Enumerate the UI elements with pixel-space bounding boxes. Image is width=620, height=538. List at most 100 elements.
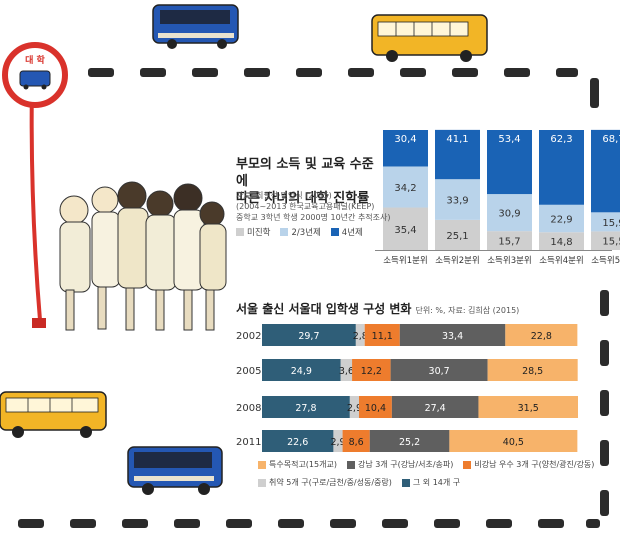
- bar-segment: [391, 396, 479, 418]
- bar-segment: [369, 430, 450, 452]
- data-label: 68,7: [602, 134, 620, 145]
- x-tick-label: 소득위3분위: [487, 256, 532, 266]
- legend-swatch: [330, 228, 339, 236]
- data-label: 40,5: [503, 437, 524, 448]
- legend-item: 취약 5개 구(구로/금천/중/성동/중랑): [258, 477, 392, 488]
- yellow-bus-icon: [371, 14, 488, 62]
- bar-segment: [262, 430, 334, 452]
- blue-bus-icon: [152, 4, 239, 49]
- x-tick-label: 소득위1분위: [383, 256, 428, 266]
- bar-segment: [449, 430, 578, 452]
- legend-label: 강남 3개 구(강남/서초/송파): [357, 460, 454, 469]
- bar-segment: [435, 129, 480, 180]
- bar-segment: [355, 324, 365, 346]
- bar-segment: [487, 359, 578, 381]
- bar-segment: [399, 324, 506, 346]
- bar-segment: [478, 396, 578, 418]
- data-label: 22,6: [287, 437, 308, 448]
- bar-segment: [262, 324, 356, 346]
- y-tick-label: 2008: [236, 403, 261, 414]
- bar-segment: [591, 129, 620, 213]
- data-label: 2,9: [330, 437, 345, 448]
- legend-label: 미진학: [247, 228, 271, 238]
- legend-swatch: [258, 460, 266, 469]
- data-label: 34,2: [394, 183, 416, 194]
- bar-segment: [349, 396, 360, 418]
- data-label: 8,6: [349, 437, 364, 448]
- data-label: 53,4: [498, 134, 520, 145]
- bar-segment: [383, 130, 428, 167]
- legend-label: 2/3년제: [291, 228, 321, 238]
- bar-segment: [487, 231, 532, 250]
- road-dashes: [18, 68, 609, 528]
- bar-segment: [435, 219, 480, 250]
- legend-item: 특수목적고(15개교): [258, 459, 337, 470]
- legend-item: 그 외 14개 구: [401, 477, 461, 488]
- legend-label: 특수목적고(15개교): [269, 460, 337, 469]
- chart1-source-line: 중학교 3학년 학생 2000명 10년간 추적조사): [236, 213, 391, 222]
- legend-swatch: [463, 460, 472, 469]
- yellow-bus-left-icon: [0, 391, 107, 438]
- income-college-chart: 35,4 34,2 30,4 소득위1분위 25,1 33,9 41,1 소득위2분위 15,7…: [375, 129, 620, 266]
- data-label: 15,7: [498, 237, 520, 248]
- data-label: 27,4: [425, 403, 446, 414]
- data-label: 2,8: [353, 331, 368, 342]
- x-tick-label: 소득위2분위: [435, 256, 480, 266]
- blue-bus-bottom-icon: [127, 446, 223, 495]
- bar-segment: [352, 359, 391, 381]
- bar-segment: [505, 324, 578, 346]
- bar-segment: [383, 207, 428, 250]
- data-label: 2,9: [347, 403, 362, 414]
- data-label: 25,2: [399, 437, 420, 448]
- bar-segment: [539, 130, 584, 205]
- chart1-source: 자료: 최필선·민인식 (2015) (2004~2013 한국교육고용패널(K…: [236, 190, 391, 223]
- data-label: 25,1: [446, 231, 468, 242]
- bar-segment: [364, 324, 400, 346]
- legend-swatch: [280, 228, 289, 236]
- data-label: 28,5: [522, 366, 543, 377]
- data-label: 41,1: [446, 134, 468, 145]
- x-tick-label: 소득위5분위: [591, 256, 620, 266]
- legend-label: 그 외 14개 구: [412, 478, 461, 487]
- data-label: 27,8: [295, 403, 316, 414]
- chart1-legend: 미진학 2/3년제 4년제: [236, 226, 363, 238]
- chart1-source-line: 자료: 최필선·민인식 (2015): [236, 191, 332, 200]
- data-label: 31,5: [518, 403, 539, 414]
- legend-swatch: [346, 460, 355, 469]
- data-label: 30,4: [394, 134, 416, 145]
- chart1-title: 부모의 소득 및 교육 수준에 따른 자녀의 대학 진학률: [236, 156, 376, 207]
- data-label: 62,3: [550, 134, 572, 145]
- y-tick-label: 2005: [236, 366, 261, 377]
- data-label: 22,9: [550, 215, 572, 226]
- data-label: 30,9: [498, 209, 520, 220]
- bar-segment: [487, 194, 532, 232]
- students-illustration-icon: [59, 181, 227, 331]
- legend-item: 4년제: [330, 226, 363, 238]
- bar-segment: [262, 396, 350, 418]
- bus-stop-sign-icon: [2, 42, 68, 328]
- bus-stop-sign-label: 대 학: [25, 54, 45, 66]
- legend-swatch: [236, 228, 244, 236]
- chart2-legend: 특수목적고(15개교) 강남 3개 구(강남/서초/송파) 비강남 우수 3개 …: [258, 459, 598, 495]
- legend-swatch: [258, 478, 266, 487]
- bar-segment: [262, 359, 341, 381]
- data-label: 15,5: [602, 237, 620, 248]
- data-label: 33,4: [442, 331, 463, 342]
- bar-segment: [435, 179, 480, 220]
- y-tick-label: 2002: [236, 331, 261, 342]
- legend-item: 비강남 우수 3개 구(양천/광진/강동): [463, 459, 594, 470]
- bar-segment: [359, 396, 392, 418]
- bar-segment: [383, 166, 428, 208]
- legend-item: 2/3년제: [280, 226, 321, 238]
- data-label: 22,8: [531, 331, 552, 342]
- chart2-title-text: 서울 출신 서울대 입학생 구성 변화: [236, 302, 412, 316]
- bar-segment: [539, 204, 584, 233]
- chart2-unit: 단위: %, 자료: 김희삼 (2015): [415, 306, 520, 315]
- bar-segment: [340, 359, 353, 381]
- data-label: 3,6: [339, 366, 354, 377]
- y-tick-label: 2011: [236, 437, 261, 448]
- bar-segment: [591, 231, 620, 250]
- legend-label: 비강남 우수 3개 구(양천/광진/강동): [474, 460, 595, 469]
- data-label: 10,4: [365, 403, 386, 414]
